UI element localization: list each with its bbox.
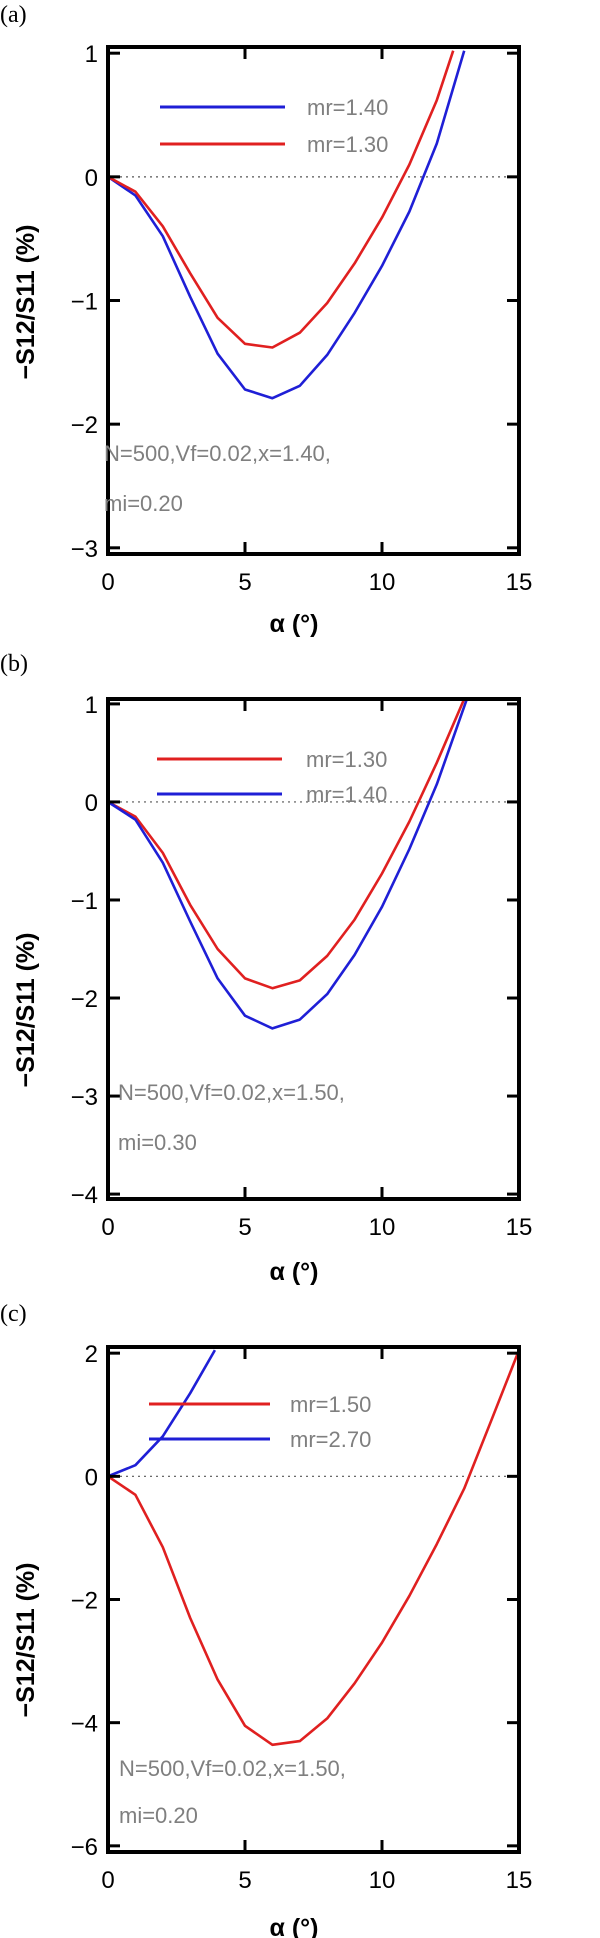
series-line-1 — [108, 1349, 519, 1747]
x-tick-label: 5 — [238, 1214, 251, 1241]
x-axis-title: α (°) — [270, 610, 319, 638]
x-tick-labels: 0 5 10 15 — [101, 569, 532, 596]
legend-label-2: mr=2.70 — [290, 1427, 371, 1452]
panel-a: (a) −3 −2 −1 0 1 0 5 10 15 mr=1.40 mr=1.30 N=50… — [0, 2, 532, 638]
annotation-line-1: N=500,Vf=0.02,x=1.50, — [119, 1756, 346, 1781]
y-tick-label: −2 — [71, 412, 98, 439]
y-tick-labels: −4 −3 −2 −1 0 1 — [71, 692, 98, 1209]
plot-frame — [106, 45, 521, 556]
series-line-2 — [108, 699, 469, 1030]
y-tick-labels: −6 −4 −2 0 2 — [71, 1341, 98, 1861]
y-tick-label: −3 — [71, 536, 98, 563]
axis-ticks — [106, 1347, 521, 1852]
series-line-2 — [108, 1349, 217, 1478]
legend-label-2: mr=1.30 — [307, 132, 388, 157]
y-tick-label: −4 — [71, 1711, 98, 1738]
y-tick-label: 0 — [85, 790, 98, 817]
panel-b: (b) −4 −3 −2 −1 0 1 0 5 10 15 mr=1.30 mr=1.40 N=… — [0, 651, 532, 1286]
y-tick-labels: −3 −2 −1 0 1 — [71, 41, 98, 563]
y-tick-label: −6 — [71, 1834, 98, 1861]
y-tick-label: −2 — [71, 1588, 98, 1615]
series-line-1 — [108, 699, 466, 990]
panel-label: (c) — [0, 1301, 27, 1327]
panel-c: (c) −6 −4 −2 0 2 0 5 10 15 mr=1.50 mr=2.70 N=50… — [0, 1301, 532, 1938]
x-tick-label: 5 — [238, 569, 251, 596]
y-tick-label: −2 — [71, 986, 98, 1013]
x-tick-label: 0 — [101, 569, 114, 596]
x-tick-label: 10 — [369, 569, 396, 596]
y-tick-label: 0 — [85, 1464, 98, 1491]
y-tick-label: −1 — [71, 289, 98, 316]
annotation-line-2: mi=0.20 — [104, 491, 183, 516]
y-tick-label: 1 — [85, 41, 98, 68]
legend: mr=1.40 mr=1.30 — [160, 95, 388, 157]
x-axis-title: α (°) — [270, 1258, 319, 1286]
y-tick-label: 2 — [85, 1341, 98, 1368]
panel-label: (a) — [0, 2, 27, 28]
series-line-1 — [108, 50, 466, 400]
y-tick-label: 1 — [85, 692, 98, 719]
x-tick-label: 10 — [369, 1867, 396, 1894]
data-series — [108, 1349, 519, 1747]
axis-ticks — [106, 699, 521, 1199]
legend: mr=1.50 mr=2.70 — [149, 1392, 371, 1452]
axis-ticks — [106, 47, 521, 554]
x-tick-labels: 0 5 10 15 — [101, 1214, 532, 1241]
x-tick-labels: 0 5 10 15 — [101, 1867, 532, 1894]
x-tick-label: 15 — [506, 569, 533, 596]
plot-frame — [106, 697, 521, 1201]
annotation-line-1: N=500,Vf=0.02,x=1.40, — [104, 441, 331, 466]
x-tick-label: 15 — [506, 1214, 533, 1241]
x-tick-label: 10 — [369, 1214, 396, 1241]
x-tick-label: 0 — [101, 1214, 114, 1241]
panel-label: (b) — [0, 651, 28, 677]
annotation-line-1: N=500,Vf=0.02,x=1.50, — [118, 1080, 345, 1105]
x-tick-label: 5 — [238, 1867, 251, 1894]
annotation-line-2: mi=0.30 — [118, 1130, 197, 1155]
data-series — [108, 699, 469, 1030]
legend: mr=1.30 mr=1.40 — [157, 747, 387, 807]
y-tick-label: −1 — [71, 888, 98, 915]
legend-label-1: mr=1.50 — [290, 1392, 371, 1417]
series-line-2 — [108, 50, 455, 349]
x-tick-label: 0 — [101, 1867, 114, 1894]
y-axis-title: −S12/S11 (%) — [12, 1563, 40, 1718]
legend-label-1: mr=1.40 — [307, 95, 388, 120]
y-axis-title: −S12/S11 (%) — [12, 225, 40, 380]
y-tick-label: −4 — [71, 1182, 98, 1209]
legend-label-2: mr=1.40 — [306, 782, 387, 807]
y-axis-title: −S12/S11 (%) — [12, 933, 40, 1088]
x-axis-title: α (°) — [270, 1914, 319, 1938]
annotation-line-2: mi=0.20 — [119, 1803, 198, 1828]
data-series — [108, 50, 466, 400]
y-tick-label: 0 — [85, 165, 98, 192]
y-tick-label: −3 — [71, 1084, 98, 1111]
x-tick-label: 15 — [506, 1867, 533, 1894]
legend-label-1: mr=1.30 — [306, 747, 387, 772]
